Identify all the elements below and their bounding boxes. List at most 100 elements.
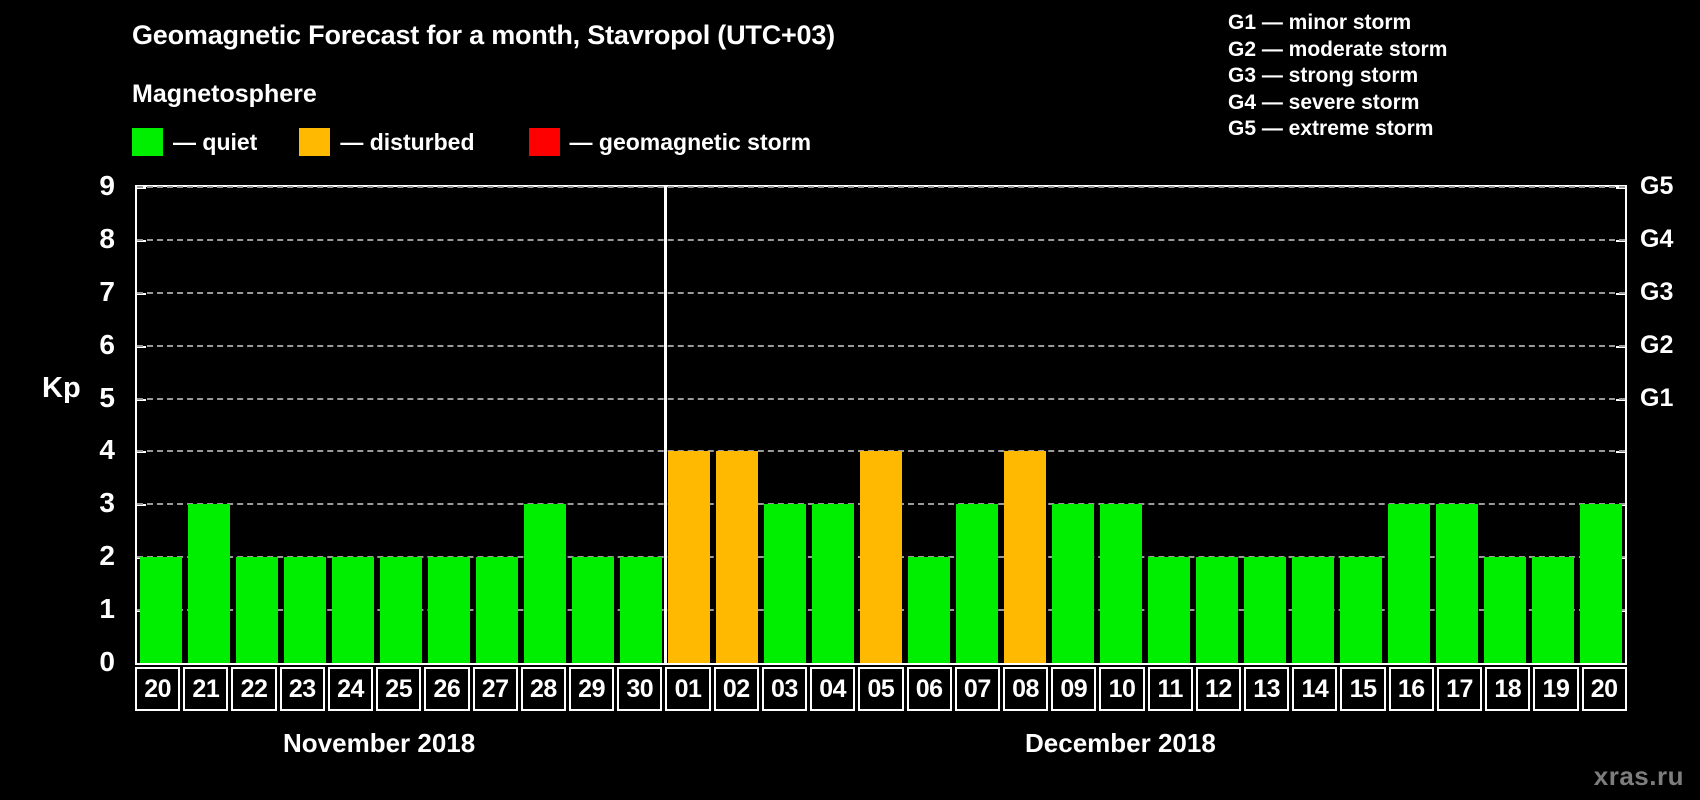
bar-cell[interactable]	[1145, 187, 1193, 663]
bar-18[interactable]	[1483, 557, 1527, 663]
bar-cell[interactable]	[713, 187, 761, 663]
bar-16[interactable]	[1387, 504, 1431, 663]
bar-21[interactable]	[187, 504, 231, 663]
bar-15[interactable]	[1339, 557, 1383, 663]
bar-20[interactable]	[1579, 504, 1623, 663]
day-label-29[interactable]: 29	[568, 667, 615, 711]
bar-cell[interactable]	[1241, 187, 1289, 663]
bar-06[interactable]	[907, 557, 951, 663]
bar-cell[interactable]	[281, 187, 329, 663]
gridline-kp-8	[137, 238, 1625, 241]
bar-17[interactable]	[1435, 504, 1479, 663]
bar-cell[interactable]	[1481, 187, 1529, 663]
day-label-02[interactable]: 02	[713, 667, 759, 711]
bar-cell[interactable]	[521, 187, 569, 663]
day-label-27[interactable]: 27	[472, 667, 518, 711]
day-label-20[interactable]: 20	[1581, 667, 1627, 711]
bar-cell[interactable]	[665, 187, 713, 663]
bar-05[interactable]	[859, 451, 903, 663]
bar-11[interactable]	[1147, 557, 1191, 663]
day-label-04[interactable]: 04	[810, 667, 856, 711]
bar-13[interactable]	[1243, 557, 1287, 663]
y-tick-label-1: 1	[99, 593, 115, 625]
bar-cell[interactable]	[473, 187, 521, 663]
bar-27[interactable]	[475, 557, 519, 663]
day-label-28[interactable]: 28	[520, 667, 566, 711]
month-label-left: November 2018	[283, 728, 476, 758]
bar-cell[interactable]	[137, 187, 185, 663]
bar-23[interactable]	[283, 557, 327, 663]
day-label-10[interactable]: 10	[1099, 667, 1145, 711]
day-label-24[interactable]: 24	[327, 667, 374, 711]
bar-cell[interactable]	[1001, 187, 1049, 663]
day-label-20[interactable]: 20	[135, 667, 181, 711]
bar-28[interactable]	[523, 504, 567, 663]
day-label-15[interactable]: 15	[1340, 667, 1386, 711]
bar-20[interactable]	[139, 557, 183, 663]
day-label-19[interactable]: 19	[1533, 667, 1579, 711]
bar-cell[interactable]	[809, 187, 857, 663]
bar-cell[interactable]	[1193, 187, 1241, 663]
day-label-07[interactable]: 07	[954, 667, 1000, 711]
day-label-13[interactable]: 13	[1244, 667, 1290, 711]
bar-26[interactable]	[427, 557, 471, 663]
bar-07[interactable]	[955, 504, 999, 663]
bar-cell[interactable]	[1289, 187, 1337, 663]
bar-cell[interactable]	[185, 187, 233, 663]
day-label-12[interactable]: 12	[1195, 667, 1242, 711]
day-label-09[interactable]: 09	[1051, 667, 1097, 711]
day-label-14[interactable]: 14	[1292, 667, 1338, 711]
bar-01[interactable]	[667, 451, 711, 663]
day-label-17[interactable]: 17	[1436, 667, 1483, 711]
bar-cell[interactable]	[1577, 187, 1625, 663]
day-label-03[interactable]: 03	[761, 667, 808, 711]
bar-19[interactable]	[1531, 557, 1575, 663]
g-axis-label-g5: G5	[1640, 172, 1674, 200]
day-label-30[interactable]: 30	[617, 667, 663, 711]
day-label-05[interactable]: 05	[858, 667, 904, 711]
day-label-25[interactable]: 25	[376, 667, 422, 711]
bar-12[interactable]	[1195, 557, 1239, 663]
bar-22[interactable]	[235, 557, 279, 663]
bar-cell[interactable]	[1337, 187, 1385, 663]
day-label-21[interactable]: 21	[183, 667, 229, 711]
bar-cell[interactable]	[761, 187, 809, 663]
bar-08[interactable]	[1003, 451, 1047, 663]
day-label-08[interactable]: 08	[1002, 667, 1049, 711]
bar-10[interactable]	[1099, 504, 1143, 663]
bar-cell[interactable]	[905, 187, 953, 663]
day-label-18[interactable]: 18	[1485, 667, 1531, 711]
bar-30[interactable]	[619, 557, 663, 663]
day-label-16[interactable]: 16	[1388, 667, 1434, 711]
bar-25[interactable]	[379, 557, 423, 663]
bar-cell[interactable]	[1385, 187, 1433, 663]
day-label-23[interactable]: 23	[279, 667, 325, 711]
bar-cell[interactable]	[857, 187, 905, 663]
bar-cell[interactable]	[1529, 187, 1577, 663]
bar-cell[interactable]	[233, 187, 281, 663]
day-label-22[interactable]: 22	[231, 667, 277, 711]
bar-14[interactable]	[1291, 557, 1335, 663]
bar-04[interactable]	[811, 504, 855, 663]
day-label-06[interactable]: 06	[906, 667, 952, 711]
bar-cell[interactable]	[377, 187, 425, 663]
bar-24[interactable]	[331, 557, 375, 663]
bar-cell[interactable]	[1049, 187, 1097, 663]
bar-29[interactable]	[571, 557, 615, 663]
legend-item-quiet: — quiet	[132, 128, 257, 156]
bar-cell[interactable]	[329, 187, 377, 663]
bar-cell[interactable]	[617, 187, 665, 663]
g-scale-row-g3: G3 — strong storm	[1228, 64, 1419, 87]
bar-cell[interactable]	[425, 187, 473, 663]
bar-cell[interactable]	[953, 187, 1001, 663]
day-label-26[interactable]: 26	[424, 667, 470, 711]
bar-cell[interactable]	[1097, 187, 1145, 663]
bar-03[interactable]	[763, 504, 807, 663]
gridline-kp-5	[137, 397, 1625, 400]
bar-cell[interactable]	[1433, 187, 1481, 663]
bar-02[interactable]	[715, 451, 759, 663]
day-label-01[interactable]: 01	[665, 667, 711, 711]
bar-cell[interactable]	[569, 187, 617, 663]
bar-09[interactable]	[1051, 504, 1095, 663]
day-label-11[interactable]: 11	[1147, 667, 1193, 711]
